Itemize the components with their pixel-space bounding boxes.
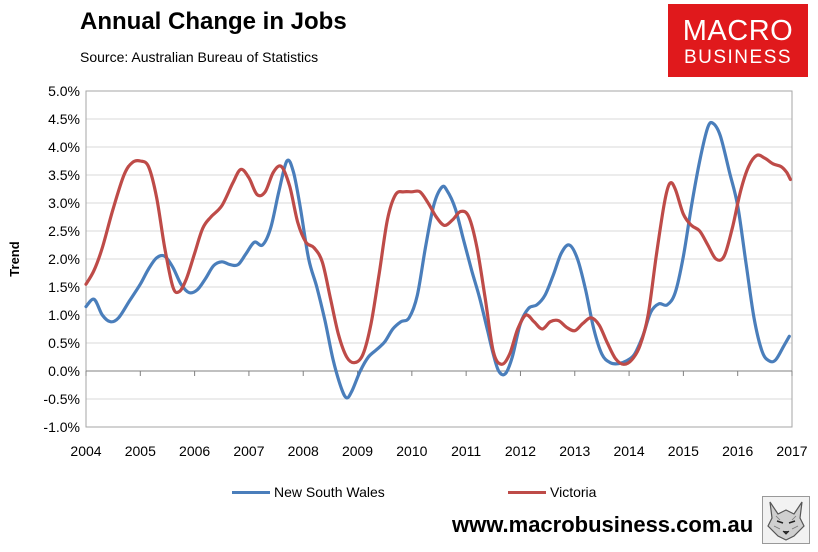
legend-item-nsw: New South Wales <box>232 484 385 500</box>
x-tick-label: 2016 <box>722 443 753 459</box>
y-tick-label: 1.0% <box>48 307 80 323</box>
y-tick-label: -0.5% <box>43 391 80 407</box>
y-tick-label: 4.0% <box>48 139 80 155</box>
axes: -1.0% -0.5% 0.0% 0.5% 1.0% 1.5% 2.0% 2.5% 3.0% 3.… <box>43 83 807 459</box>
website-url: www.macrobusiness.com.au <box>452 512 754 537</box>
logo-line-2: BUSINESS <box>683 47 793 68</box>
legend-swatch-vic <box>508 490 546 494</box>
y-tick-label: 3.0% <box>48 195 80 211</box>
logo-line-1: MACRO <box>682 15 794 47</box>
y-tick-label: 0.5% <box>48 335 80 351</box>
x-tick-label: 2012 <box>505 443 536 459</box>
x-tick-label: 2014 <box>613 443 644 459</box>
series-line-vic <box>84 153 792 366</box>
legend-item-vic: Victoria <box>508 484 596 500</box>
y-tick-label: -1.0% <box>43 419 80 435</box>
plot-area <box>85 90 793 428</box>
chart-source: Source: Australian Bureau of Statistics <box>80 49 319 65</box>
x-tick-label: 2004 <box>70 443 101 459</box>
x-tick-label: 2013 <box>559 443 590 459</box>
x-tick-label: 2009 <box>342 443 373 459</box>
wolf-icon <box>762 496 810 544</box>
x-tick-label: 2017 <box>776 443 807 459</box>
y-tick-label: 0.0% <box>48 363 80 379</box>
chart-title: Annual Change in Jobs <box>80 8 347 35</box>
y-tick-label: 3.5% <box>48 167 80 183</box>
y-tick-label: 5.0% <box>48 83 80 99</box>
legend-swatch-nsw <box>232 490 270 494</box>
y-tick-label: 2.5% <box>48 223 80 239</box>
y-tick-label: 2.0% <box>48 251 80 267</box>
x-tick-label: 2010 <box>396 443 427 459</box>
legend-label-vic: Victoria <box>550 484 597 500</box>
series-line-nsw <box>84 120 791 400</box>
y-axis-label: Trend <box>7 241 22 276</box>
x-tick-label: 2015 <box>668 443 699 459</box>
x-tick-label: 2007 <box>233 443 264 459</box>
x-tick-label: 2006 <box>179 443 210 459</box>
macrobusiness-logo: MACRO BUSINESS <box>668 4 808 77</box>
series-lines <box>84 120 792 400</box>
x-tick-label: 2008 <box>288 443 319 459</box>
legend-label-nsw: New South Wales <box>274 484 385 500</box>
y-tick-label: 1.5% <box>48 279 80 295</box>
x-tick-label: 2005 <box>125 443 156 459</box>
y-tick-label: 4.5% <box>48 111 80 127</box>
x-tick-label: 2011 <box>451 443 481 459</box>
